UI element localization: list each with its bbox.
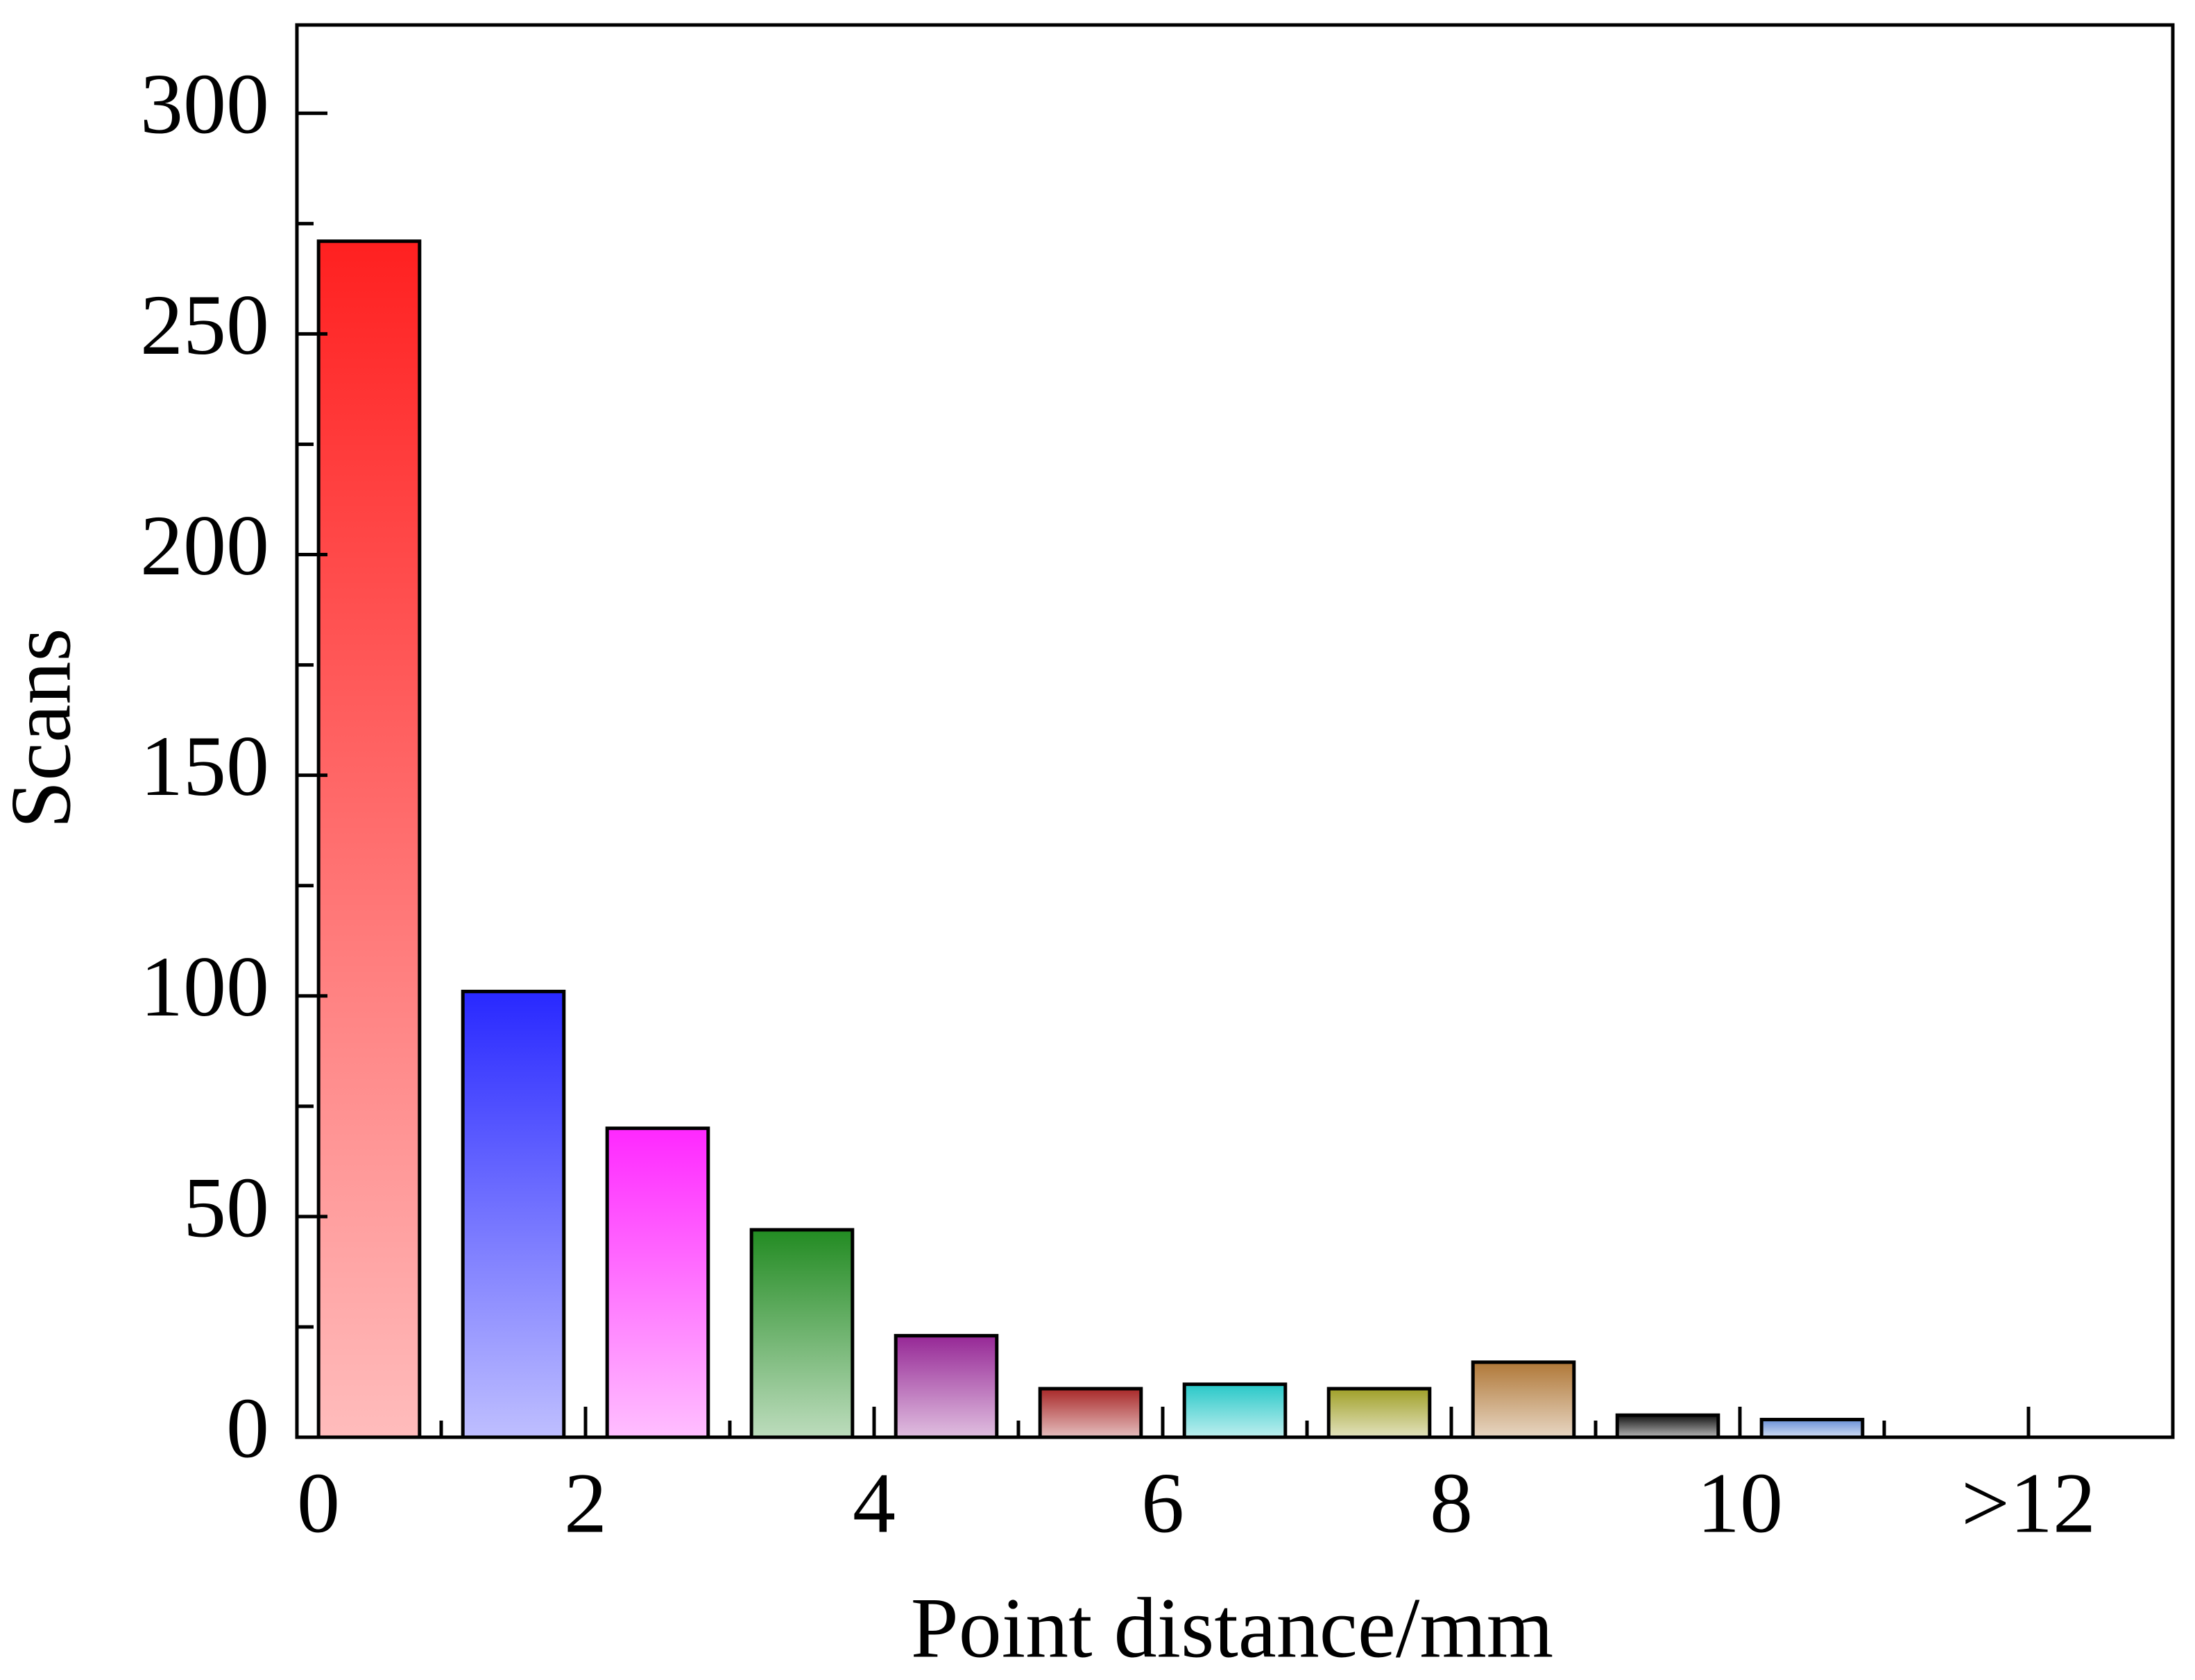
y-tick-label: 150 [140,719,269,814]
bar [461,989,566,1439]
x-tick-label: 10 [1697,1455,1783,1550]
bar [1182,1382,1288,1439]
x-tick-label: 8 [1430,1455,1473,1550]
plot-frame [295,23,2175,1439]
x-tick-label: 4 [853,1455,896,1550]
y-tick-label: 300 [140,57,269,152]
y-axis-label: Scans [0,628,88,828]
bar [605,1126,710,1439]
x-tick-label: 2 [564,1455,607,1550]
bar [1615,1413,1720,1439]
x-tick-label: 0 [297,1455,340,1550]
x-tick-label: >12 [1961,1455,2096,1550]
bar [894,1334,999,1439]
bar [1326,1387,1432,1439]
bar [749,1228,855,1439]
y-tick-label: 50 [183,1160,269,1255]
bar [1471,1360,1576,1439]
y-tick-label: 250 [140,277,269,372]
bar [316,239,422,1439]
y-tick-label: 100 [140,939,269,1034]
x-axis-label: Point distance/mm [911,1580,1554,1675]
y-tick-label: 200 [140,498,269,593]
bar [1759,1418,1865,1439]
x-tick-label: 6 [1141,1455,1184,1550]
y-tick-label: 0 [226,1380,269,1475]
bar [1038,1387,1143,1439]
